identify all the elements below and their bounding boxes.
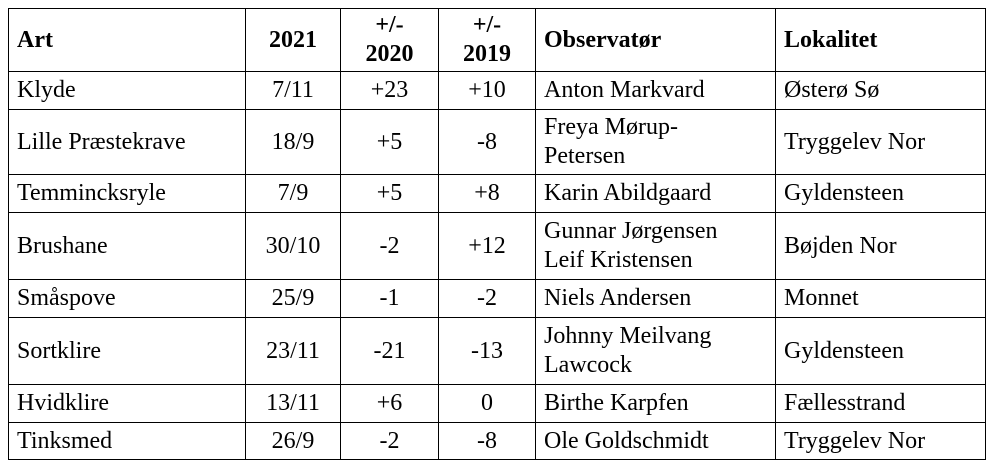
table-row: Klyde 7/11 +23 +10 Anton Markvard Østerø Sø	[8, 71, 986, 110]
header-cell: +/- 2020	[340, 8, 439, 72]
cell-line: Lawcock	[544, 352, 632, 378]
cell-line: +/-	[375, 12, 404, 38]
table-cell: -8	[438, 109, 536, 175]
table-cell: Johnny Meilvang Lawcock	[535, 317, 776, 385]
table-row: Småspove 25/9 -1 -2 Niels Andersen Monnet	[8, 279, 986, 318]
header-cell: 2021	[245, 8, 341, 72]
table-cell: Tryggelev Nor	[775, 422, 986, 460]
table-cell: Lille Præstekrave	[8, 109, 246, 175]
table-cell: 25/9	[245, 279, 341, 318]
bird-table: Art 2021 +/- 2020 +/- 2019 Observatør Lokalitet…	[8, 8, 986, 460]
cell-line: +/-	[472, 12, 502, 38]
table-row: Sortklire 23/11 -21 -13 Johnny Meilvang Lawco…	[8, 317, 986, 385]
table-row: Hvidklire 13/11 +6 0 Birthe Karpfen Fællesstr…	[8, 384, 986, 423]
table-row: Lille Præstekrave 18/9 +5 -8 Freya Mørup- Pet…	[8, 109, 986, 175]
table-cell: Gyldensteen	[775, 174, 986, 213]
table-cell: +8	[438, 174, 536, 213]
table-row: Tinksmed 26/9 -2 -8 Ole Goldschmidt Tryggelev…	[8, 422, 986, 460]
table-body: Klyde 7/11 +23 +10 Anton Markvard Østerø Sø Li…	[8, 71, 986, 460]
table-cell: -1	[340, 279, 439, 318]
table-cell: -2	[438, 279, 536, 318]
table-cell: Hvidklire	[8, 384, 246, 423]
table-cell: Tryggelev Nor	[775, 109, 986, 175]
table-cell: +23	[340, 71, 439, 110]
table-cell: 13/11	[245, 384, 341, 423]
cell-line: Petersen	[544, 143, 626, 169]
table-cell: +10	[438, 71, 536, 110]
cell-line: Gunnar Jørgensen	[544, 218, 718, 244]
table-cell: Niels Andersen	[535, 279, 776, 318]
header-cell: +/- 2019	[438, 8, 536, 72]
table-cell: Freya Mørup- Petersen	[535, 109, 776, 175]
table-cell: Fællesstrand	[775, 384, 986, 423]
table-cell: +12	[438, 212, 536, 280]
table-cell: 23/11	[245, 317, 341, 385]
table-cell: Gyldensteen	[775, 317, 986, 385]
table-cell: Ole Goldschmidt	[535, 422, 776, 460]
table-cell: 26/9	[245, 422, 341, 460]
table-cell: -2	[340, 212, 439, 280]
header-cell: Lokalitet	[775, 8, 986, 72]
table-cell: Monnet	[775, 279, 986, 318]
table-cell: 0	[438, 384, 536, 423]
table-cell: 7/11	[245, 71, 341, 110]
cell-line: Johnny Meilvang	[544, 323, 712, 349]
table-cell: 18/9	[245, 109, 341, 175]
table-cell: Klyde	[8, 71, 246, 110]
cell-line: Leif Kristensen	[544, 247, 693, 273]
cell-line: 2019	[463, 41, 511, 67]
table-cell: 30/10	[245, 212, 341, 280]
table-cell: -13	[438, 317, 536, 385]
table-cell: -8	[438, 422, 536, 460]
table-cell: Anton Markvard	[535, 71, 776, 110]
table-cell: Østerø Sø	[775, 71, 986, 110]
table-cell: 7/9	[245, 174, 341, 213]
cell-line: 2020	[365, 41, 414, 67]
table-cell: +6	[340, 384, 439, 423]
table-cell: +5	[340, 174, 439, 213]
table-row: Brushane 30/10 -2 +12 Gunnar Jørgensen Leif K…	[8, 212, 986, 280]
table-cell: Brushane	[8, 212, 246, 280]
table-cell: Gunnar Jørgensen Leif Kristensen	[535, 212, 776, 280]
header-row: Art 2021 +/- 2020 +/- 2019 Observatør Lokalitet	[8, 8, 986, 72]
table-cell: Birthe Karpfen	[535, 384, 776, 423]
table-cell: Karin Abildgaard	[535, 174, 776, 213]
table-cell: Tinksmed	[8, 422, 246, 460]
cell-line: Freya Mørup-	[544, 114, 678, 140]
table-cell: -21	[340, 317, 439, 385]
table-cell: +5	[340, 109, 439, 175]
table-cell: Bøjden Nor	[775, 212, 986, 280]
table-cell: -2	[340, 422, 439, 460]
header-cell: Observatør	[535, 8, 776, 72]
header-cell: Art	[8, 8, 246, 72]
table-cell: Sortklire	[8, 317, 246, 385]
table-row: Temmincksryle 7/9 +5 +8 Karin Abildgaard Gyld…	[8, 174, 986, 213]
table-cell: Temmincksryle	[8, 174, 246, 213]
table-cell: Småspove	[8, 279, 246, 318]
